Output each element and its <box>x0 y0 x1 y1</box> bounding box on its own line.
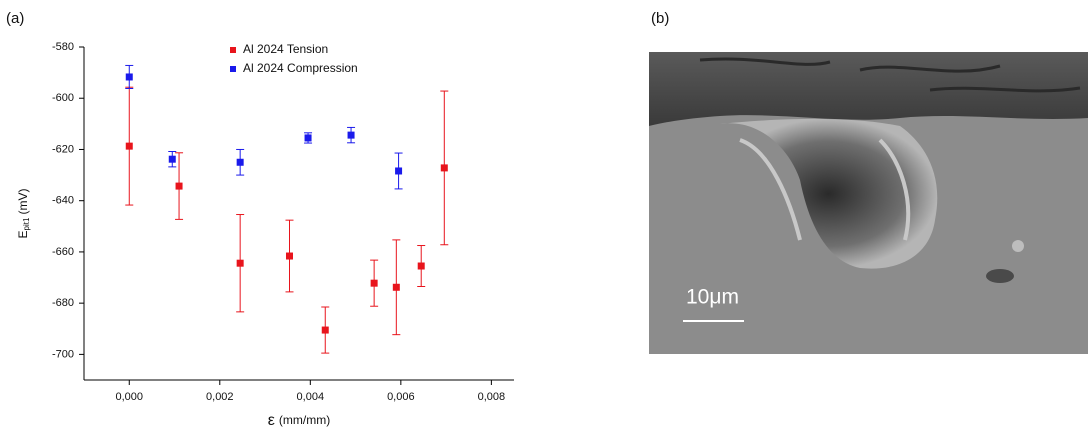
x-axis-symbol: ε <box>268 412 275 429</box>
scale-bar-label: 10μm <box>686 286 739 309</box>
legend-swatch <box>230 66 236 72</box>
y-tick-label: -600 <box>52 92 74 104</box>
x-axis-label: ε (mm/mm) <box>268 412 330 429</box>
point <box>370 279 378 287</box>
point <box>285 252 293 260</box>
point <box>440 164 448 172</box>
point <box>417 262 425 270</box>
point <box>125 73 133 81</box>
y-axis-label-part: pit1 <box>22 217 31 230</box>
x-tick-label: 0,008 <box>478 391 506 403</box>
sem-image: 10μm <box>649 52 1088 354</box>
x-tick-label: 0,000 <box>115 391 143 403</box>
point <box>168 155 176 163</box>
y-tick-label: -580 <box>52 41 74 53</box>
point <box>125 142 133 150</box>
point <box>395 167 403 175</box>
sem-particle <box>1012 240 1024 252</box>
y-axis-label-part: (mV) <box>16 189 30 215</box>
x-axis-unit: (mm/mm) <box>279 413 330 427</box>
panel-label: (b) <box>651 10 669 27</box>
y-axis-label: Epit1 (mV) <box>16 189 31 239</box>
point <box>304 134 312 142</box>
x-tick-label: 0,002 <box>206 391 234 403</box>
y-axis-label-part: E <box>16 230 30 238</box>
y-tick-label: -640 <box>52 195 74 207</box>
y-tick-label: -620 <box>52 143 74 155</box>
legend-label: Al 2024 Tension <box>243 42 328 56</box>
x-tick-label: 0,004 <box>297 391 325 403</box>
sem-pit <box>720 118 938 269</box>
y-tick-label: -680 <box>52 297 74 309</box>
sem-hole <box>986 269 1014 283</box>
point <box>392 283 400 291</box>
legend-swatch <box>230 47 236 53</box>
panel-label: (a) <box>6 10 24 27</box>
point <box>236 259 244 267</box>
x-tick-label: 0,006 <box>387 391 415 403</box>
sem-edges <box>739 138 911 241</box>
legend-label: Al 2024 Compression <box>243 61 358 75</box>
y-tick-label: -660 <box>52 246 74 258</box>
point <box>236 158 244 166</box>
point <box>347 131 355 139</box>
sem-cracks <box>699 57 1081 93</box>
y-tick-label: -700 <box>52 348 74 360</box>
point <box>175 182 183 190</box>
point <box>321 326 329 334</box>
